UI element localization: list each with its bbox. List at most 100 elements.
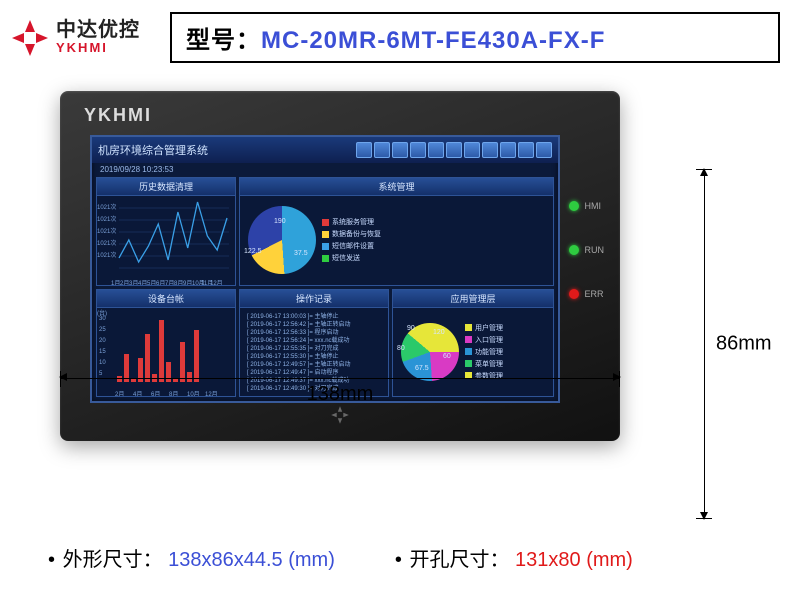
spec-cutout: • 开孔尺寸： 131x80 (mm) bbox=[395, 543, 633, 572]
spec-outline-label: 外形尺寸： bbox=[63, 549, 163, 571]
x-tick: 12月 bbox=[210, 278, 223, 286]
panel-equip-title: 设备台帐 bbox=[97, 290, 235, 308]
led-group: HMI RUN ERR bbox=[569, 201, 605, 299]
dim-width-label: 138mm bbox=[60, 383, 620, 406]
spec-outline: • 外形尺寸： 138x86x44.5 (mm) bbox=[48, 543, 335, 572]
y-tick: 25 bbox=[99, 327, 106, 333]
log-line: [ 2019-06-17 12:49:57 ]= 主轴正转启动 bbox=[247, 361, 381, 369]
screen-header: 机房环境综合管理系统 bbox=[92, 137, 558, 163]
panel-log-title: 操作记录 bbox=[240, 290, 388, 308]
spec-cutout-label: 开孔尺寸： bbox=[409, 549, 509, 571]
model-label: 型号： bbox=[186, 27, 261, 54]
x-tick: 2月 bbox=[120, 278, 129, 286]
legend-item: 用户管理 bbox=[465, 323, 503, 333]
legend-appmgmt: 用户管理入口管理功能管理菜单管理参数管理 bbox=[465, 323, 503, 381]
spec-row: • 外形尺寸： 138x86x44.5 (mm) • 开孔尺寸： 131x80 … bbox=[0, 543, 800, 572]
legend-item: 系统服务管理 bbox=[322, 217, 381, 227]
header-icon[interactable] bbox=[392, 142, 408, 158]
legend-item: 入口管理 bbox=[465, 335, 503, 345]
panel-sysmgmt-title: 系统管理 bbox=[240, 178, 553, 196]
led-label: HMI bbox=[585, 201, 602, 211]
brand-logo-icon bbox=[10, 18, 50, 58]
header-icon[interactable] bbox=[518, 142, 534, 158]
system-title: 机房环境综合管理系统 bbox=[98, 142, 352, 158]
dim-height-label: 86mm bbox=[716, 333, 772, 356]
hmi-screen[interactable]: 机房环境综合管理系统 2019/09/28 10:23:53 历史数据清理 10… bbox=[90, 135, 560, 403]
y-tick: 1021次 bbox=[97, 214, 116, 223]
log-line: [ 2019-06-17 12:55:35 ]= 对刀完成 bbox=[247, 345, 381, 353]
pie-label: 67.5 bbox=[415, 365, 429, 372]
bar bbox=[159, 320, 164, 382]
panel-history[interactable]: 历史数据清理 1021次 1021次 1021次 1021次 1021次 1月2月3月4… bbox=[96, 177, 236, 286]
pie-label: 80 bbox=[397, 345, 405, 352]
y-tick: 20 bbox=[99, 338, 106, 344]
x-tick: 3月 bbox=[129, 278, 138, 286]
legend-item: 功能管理 bbox=[465, 347, 503, 357]
panel-grid: 历史数据清理 1021次 1021次 1021次 1021次 1021次 1月2月3月4… bbox=[96, 177, 554, 397]
dimension-height: 86mm bbox=[696, 169, 756, 519]
header-icon[interactable] bbox=[482, 142, 498, 158]
x-tick: 9月 bbox=[183, 278, 192, 286]
pie-label: 90 bbox=[407, 325, 415, 332]
legend-item: 短信发送 bbox=[322, 253, 381, 263]
pie-label: 120 bbox=[433, 329, 445, 336]
legend-sysmgmt: 系统服务管理数据备份与恢复短信邮件设置短信发送 bbox=[322, 217, 381, 263]
x-tick: 8月 bbox=[174, 278, 183, 286]
device-area: YKHMI 机房环境综合管理系统 2019/09/28 10:23:53 历史数… bbox=[60, 81, 680, 481]
x-tick: 1月 bbox=[111, 278, 120, 286]
panel-appmgmt-title: 应用管理层 bbox=[393, 290, 553, 308]
panel-sysmgmt[interactable]: 系统管理 190 37.5 122.5 系统服务管理数据备份与恢复短信邮件设置短… bbox=[239, 177, 554, 286]
log-line: [ 2019-06-17 12:56:42 ]= 主轴正转启动 bbox=[247, 321, 381, 329]
y-tick: 30 bbox=[99, 316, 106, 322]
bar bbox=[194, 330, 199, 382]
line-chart bbox=[101, 200, 231, 278]
hmi-brand: YKHMI bbox=[84, 105, 152, 126]
header-icon[interactable] bbox=[446, 142, 462, 158]
y-tick: 1021次 bbox=[97, 202, 116, 211]
model-box: 型号：MC-20MR-6MT-FE430A-FX-F bbox=[170, 12, 780, 63]
pie-label: 190 bbox=[274, 218, 286, 225]
led-label: ERR bbox=[585, 289, 604, 299]
log-line: [ 2019-06-17 12:55:30 ]= 主轴停止 bbox=[247, 353, 381, 361]
header-icon[interactable] bbox=[356, 142, 372, 158]
pie-label: 60 bbox=[443, 353, 451, 360]
legend-item: 短信邮件设置 bbox=[322, 241, 381, 251]
header-icon[interactable] bbox=[464, 142, 480, 158]
y-tick: 10 bbox=[99, 360, 106, 366]
led-indicator bbox=[569, 289, 579, 299]
header-icon[interactable] bbox=[374, 142, 390, 158]
led-label: RUN bbox=[585, 245, 605, 255]
x-tick: 7月 bbox=[165, 278, 174, 286]
spec-outline-value: 138x86x44.5 (mm) bbox=[168, 549, 335, 571]
y-tick: 15 bbox=[99, 349, 106, 355]
x-tick: 6月 bbox=[156, 278, 165, 286]
y-tick: 1021次 bbox=[97, 226, 116, 235]
header-icon[interactable] bbox=[410, 142, 426, 158]
log-line: [ 2019-06-17 13:00:03 ]= 主轴停止 bbox=[247, 313, 381, 321]
brand-cn: 中达优控 bbox=[56, 19, 140, 41]
system-datetime: 2019/09/28 10:23:53 bbox=[100, 165, 173, 174]
y-tick: 1021次 bbox=[97, 250, 116, 259]
header-icon[interactable] bbox=[428, 142, 444, 158]
header-icon[interactable] bbox=[536, 142, 552, 158]
legend-item: 菜单管理 bbox=[465, 359, 503, 369]
pie-label: 122.5 bbox=[244, 248, 262, 255]
pie-sysmgmt bbox=[248, 206, 316, 274]
led-row: HMI bbox=[569, 201, 605, 211]
model-value: MC-20MR-6MT-FE430A-FX-F bbox=[261, 27, 605, 54]
x-tick: 4月 bbox=[138, 278, 147, 286]
header-icon[interactable] bbox=[500, 142, 516, 158]
led-row: ERR bbox=[569, 289, 605, 299]
brand: 中达优控 YKHMI bbox=[10, 18, 140, 58]
panel-history-title: 历史数据清理 bbox=[97, 178, 235, 196]
log-line: [ 2019-06-17 12:56:33 ]= 程序启动 bbox=[247, 329, 381, 337]
log-line: [ 2019-06-17 12:56:24 ]= xxx.nc载成功 bbox=[247, 337, 381, 345]
spec-cutout-value: 131x80 (mm) bbox=[515, 549, 633, 571]
header-row: 中达优控 YKHMI 型号：MC-20MR-6MT-FE430A-FX-F bbox=[0, 0, 800, 71]
device-logo-icon bbox=[329, 404, 351, 431]
log-line: [ 2019-06-17 12:49:47 ]= 启动程序 bbox=[247, 369, 381, 377]
brand-en: YKHMI bbox=[56, 41, 140, 55]
pie-label: 37.5 bbox=[294, 250, 308, 257]
bar bbox=[145, 334, 150, 382]
y-tick: 1021次 bbox=[97, 238, 116, 247]
